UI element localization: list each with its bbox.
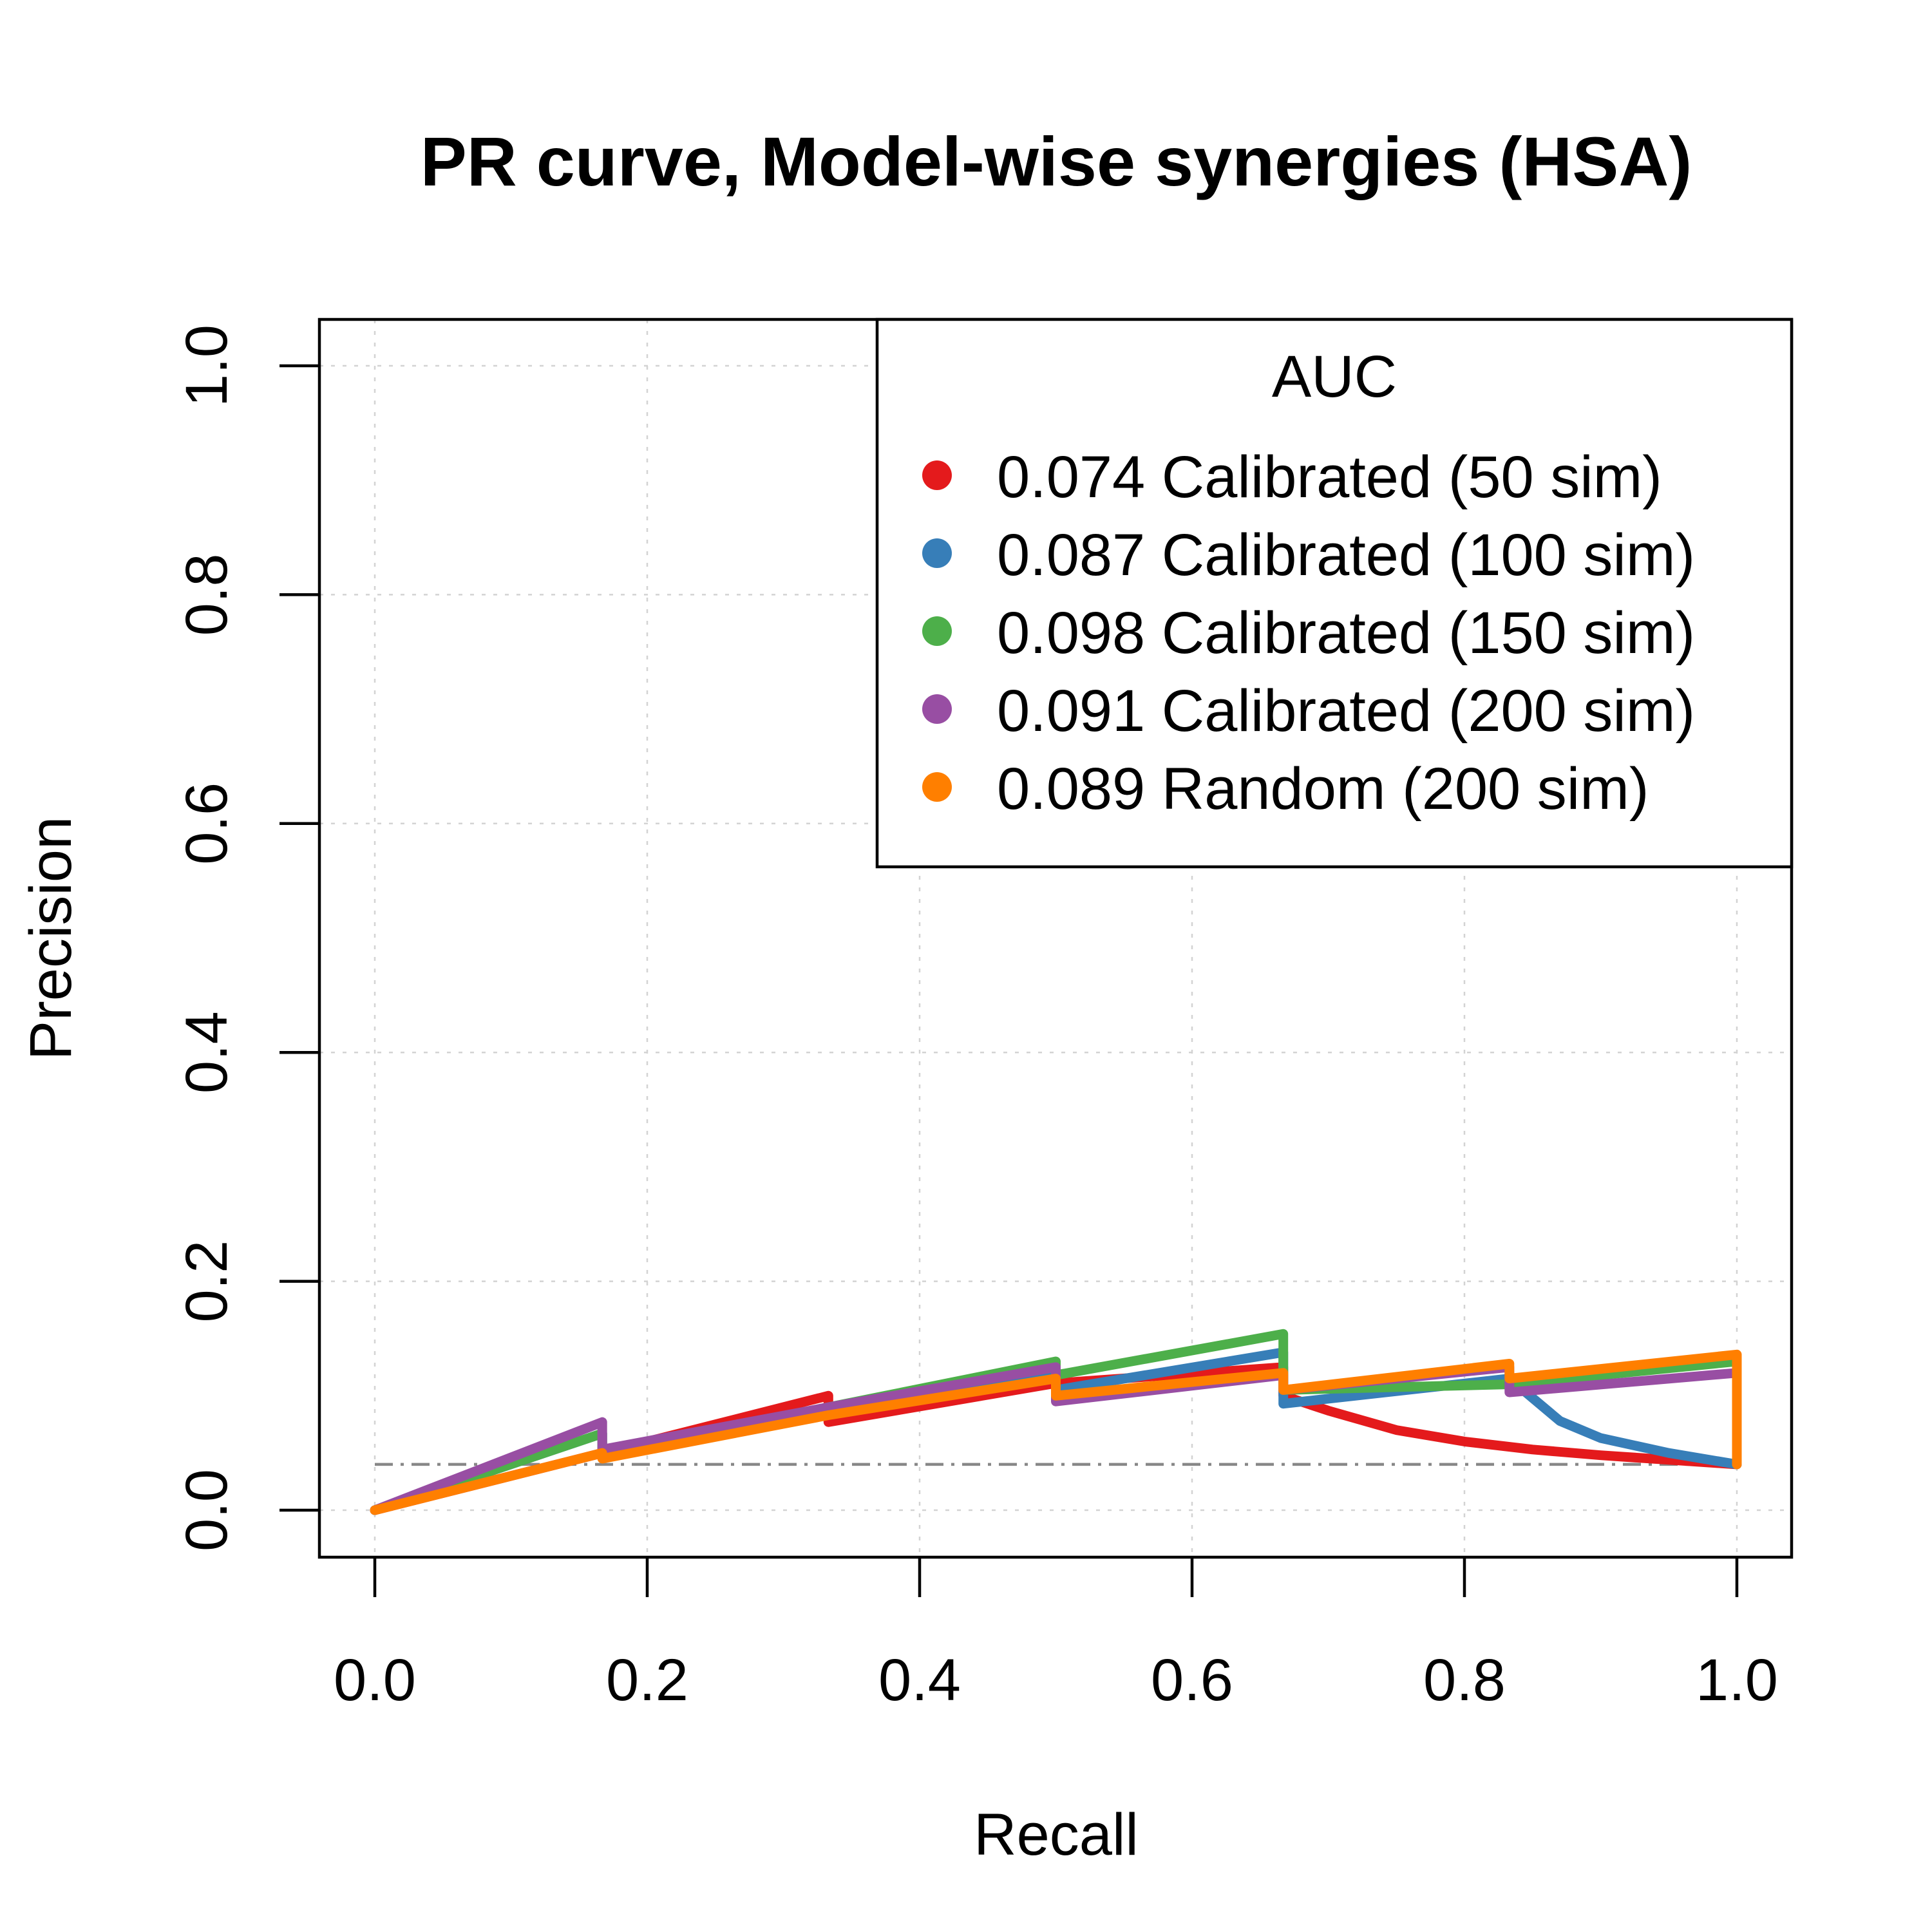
- y-tick-label: 0.0: [174, 1469, 240, 1551]
- legend-marker: [922, 538, 952, 568]
- legend-marker: [922, 772, 952, 802]
- legend-marker: [922, 694, 952, 724]
- legend: AUC 0.074 Calibrated (50 sim) 0.087 Calib…: [875, 317, 1794, 869]
- x-tick-label: 0.2: [606, 1647, 688, 1713]
- legend-marker: [922, 460, 952, 490]
- legend-entry-label: 0.089 Random (200 sim): [997, 756, 1649, 822]
- y-tick-label: 0.6: [174, 782, 240, 865]
- y-tick-label: 1.0: [174, 325, 240, 407]
- legend-entry-label: 0.091 Calibrated (200 sim): [997, 678, 1695, 744]
- series-line-5: [370, 1349, 1742, 1515]
- legend-entry-label: 0.087 Calibrated (100 sim): [997, 522, 1695, 588]
- y-tick-label: 0.2: [174, 1240, 240, 1323]
- legend-box: [875, 317, 1794, 869]
- y-tick-label: 0.4: [174, 1011, 240, 1094]
- legend-marker: [922, 616, 952, 646]
- series-layer: [370, 1329, 1742, 1515]
- x-tick-label: 0.8: [1423, 1647, 1506, 1713]
- legend-entry-label: 0.074 Calibrated (50 sim): [997, 444, 1662, 510]
- x-axis-label: Recall: [974, 1802, 1139, 1868]
- legend-entry-label: 0.098 Calibrated (150 sim): [997, 600, 1695, 666]
- x-tick-label: 1.0: [1696, 1647, 1778, 1713]
- grid: [319, 319, 1792, 1557]
- x-tick-label: 0.0: [334, 1647, 416, 1713]
- y-axis-label: Precision: [18, 817, 84, 1060]
- x-axis: 0.0 0.2 0.4 0.6 0.8 1.0: [334, 1557, 1778, 1713]
- y-tick-label: 0.8: [174, 553, 240, 636]
- y-axis: 0.0 0.2 0.4 0.6 0.8 1.0: [174, 325, 319, 1551]
- legend-title: AUC: [1272, 344, 1397, 410]
- x-tick-label: 0.6: [1151, 1647, 1233, 1713]
- chart-title: PR curve, Model-wise synergies (HSA): [421, 122, 1692, 200]
- x-tick-label: 0.4: [878, 1647, 961, 1713]
